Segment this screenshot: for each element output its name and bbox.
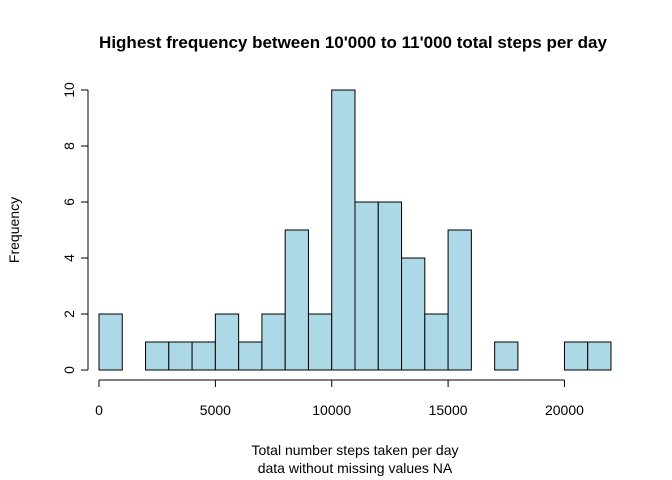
x-tick-label: 10000 [312, 402, 351, 418]
histogram-bar [494, 341, 519, 371]
y-tick-label: 10 [61, 82, 77, 98]
x-tick-label: 20000 [545, 402, 584, 418]
histogram-bar [563, 341, 589, 371]
y-tick-label: 4 [61, 254, 77, 262]
x-tick-label: 15000 [429, 402, 468, 418]
y-axis: 0 2 4 6 8 10 [61, 82, 89, 374]
histogram-bar [331, 89, 356, 371]
histogram-bar [587, 341, 612, 371]
y-tick-label: 0 [61, 366, 77, 374]
histogram-bar [168, 341, 193, 371]
y-axis-label: Frequency [6, 197, 22, 263]
x-axis-label-line1: Total number steps taken per day [251, 442, 458, 458]
histogram-bar [401, 257, 426, 371]
x-axis-label-line2: data without missing values NA [258, 460, 453, 476]
y-tick-label: 2 [61, 310, 77, 318]
x-tick-label: 0 [95, 402, 103, 418]
chart-title: Highest frequency between 10'000 to 11'0… [99, 33, 607, 52]
histogram-bar [377, 201, 403, 371]
histogram-bar [447, 229, 472, 371]
histogram-bar [145, 341, 170, 371]
histogram-bar [284, 229, 309, 371]
y-tick-label: 6 [61, 198, 77, 206]
x-axis: 0 5000 10000 15000 20000 [95, 379, 584, 418]
histogram-bar [424, 313, 449, 371]
y-tick-label: 8 [61, 142, 77, 150]
histogram-bar [98, 313, 123, 371]
histogram-bar [238, 341, 263, 371]
bars-group [98, 89, 612, 371]
histogram-bar [261, 313, 286, 371]
histogram-bar [354, 201, 379, 371]
x-tick-label: 5000 [200, 402, 231, 418]
histogram-bar [214, 313, 240, 371]
histogram-bar [191, 341, 216, 371]
histogram-bar [307, 313, 333, 371]
